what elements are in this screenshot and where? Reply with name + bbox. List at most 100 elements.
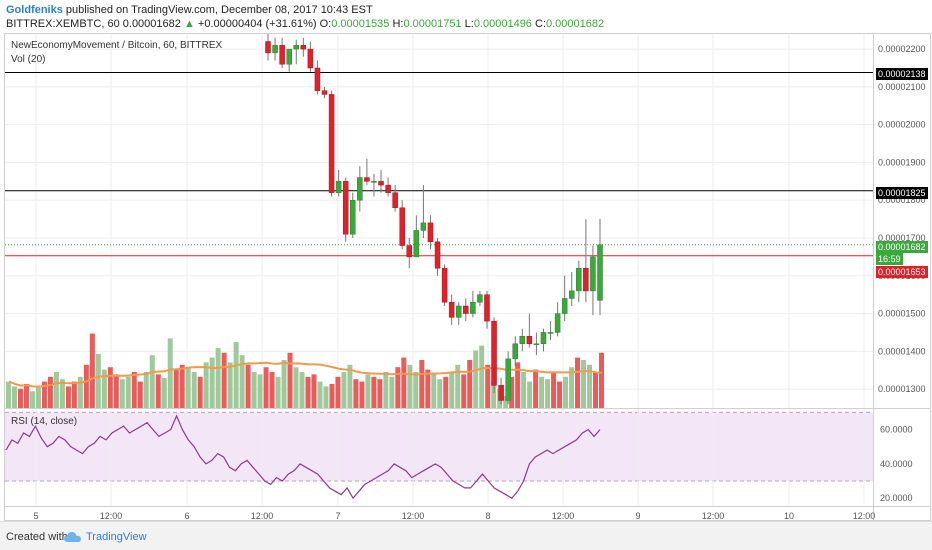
volume-bar <box>569 367 575 408</box>
candle-down <box>364 177 370 182</box>
volume-bar <box>539 376 545 408</box>
candle-down <box>265 41 271 54</box>
ohlc-line: BITTREX:XEMBTC, 60 0.00001682 ▲ +0.00000… <box>6 18 604 30</box>
chart-frame[interactable] <box>4 33 931 521</box>
tradingview-link[interactable]: TradingView <box>86 531 147 543</box>
chart-title: NewEconomyMovement / Bitcoin, 60, BITTRE… <box>11 40 223 51</box>
open-label: O: <box>319 18 332 30</box>
volume-bar <box>383 372 389 408</box>
rsi-line <box>5 414 601 500</box>
volume-bar <box>269 372 275 408</box>
volume-bar <box>521 372 527 408</box>
time-tick-label: 12:00 <box>402 511 425 521</box>
time-tick-label: 6 <box>184 511 189 521</box>
volume-bar <box>581 360 587 408</box>
pane-divider <box>4 408 931 409</box>
symbol-label: BITTREX:XEMBTC, 60 <box>6 18 120 30</box>
volume-bar <box>593 372 599 408</box>
candle-down <box>385 184 391 193</box>
candle-up <box>540 332 547 345</box>
volume-bar <box>545 379 551 408</box>
candle-up <box>561 298 568 314</box>
volume-bar <box>197 376 203 408</box>
volume-bar <box>287 352 293 408</box>
candle-down <box>307 48 314 69</box>
price-tick-label: 0.00001800 <box>878 195 926 205</box>
candle-up <box>357 177 363 201</box>
candle-up <box>413 230 420 258</box>
volume-bar <box>335 376 341 408</box>
volume-ma-line <box>8 361 603 388</box>
high-label: H: <box>392 18 404 30</box>
candle-up <box>272 45 278 54</box>
volume-bar <box>53 372 59 408</box>
volume-bar <box>179 364 185 408</box>
volume-bar <box>41 381 47 408</box>
price-tick-label: 0.00001300 <box>878 384 926 394</box>
candle-down <box>434 241 441 269</box>
volume-bar <box>473 350 479 408</box>
price-tick-label: 0.00001500 <box>878 309 926 319</box>
high-value: 0.00001751 <box>403 18 462 30</box>
candle-down <box>399 207 405 246</box>
candle-down <box>342 181 349 235</box>
volume-bar <box>431 374 437 408</box>
volume-bar <box>461 374 467 408</box>
candle-down <box>314 67 321 91</box>
volume-bar <box>341 372 347 408</box>
volume-bar <box>125 376 131 408</box>
volume-bar <box>509 376 515 408</box>
time-tick-label: 9 <box>635 511 640 521</box>
candle-up <box>350 199 356 235</box>
time-tick-label: 12:00 <box>702 511 725 521</box>
volume-bar <box>485 364 491 408</box>
created-with-label: Created with <box>6 531 68 543</box>
low-value: 0.00001496 <box>473 18 532 30</box>
time-tick-label: 12:00 <box>100 511 123 521</box>
candle-down <box>279 45 285 65</box>
volume-bar <box>317 381 323 408</box>
volume-bar <box>323 386 329 408</box>
author-link[interactable]: Goldfeniks <box>6 4 63 16</box>
volume-bar <box>173 369 179 408</box>
volume-bar <box>407 364 413 408</box>
volume-legend: Vol (20) <box>11 54 46 65</box>
volume-bar <box>491 381 497 408</box>
volume-bar <box>107 367 113 408</box>
volume-bar <box>95 354 101 408</box>
volume-bar <box>251 372 257 408</box>
volume-bar <box>161 378 167 408</box>
candle-up <box>512 343 518 360</box>
candle-down <box>583 267 589 292</box>
volume-bar <box>449 372 455 408</box>
volume-bar <box>203 362 209 408</box>
candle-up <box>371 181 377 183</box>
volume-bar <box>227 362 233 408</box>
price-tick-label: 0.00002200 <box>878 44 926 54</box>
volume-bar <box>101 369 107 408</box>
candle-up <box>547 332 554 334</box>
candle-up <box>597 244 603 301</box>
volume-bar <box>443 376 449 408</box>
volume-bar <box>215 348 221 408</box>
time-axis-divider <box>4 506 931 507</box>
candle-down <box>484 294 490 322</box>
candle-down <box>441 267 448 303</box>
candle-down <box>378 181 384 186</box>
volume-bar <box>479 345 485 408</box>
time-tick-label: 12:00 <box>552 511 575 521</box>
candle-up <box>554 313 561 333</box>
close-label: C: <box>535 18 546 30</box>
candle-down <box>448 301 455 318</box>
last-price-tag: 0.00001682 <box>876 241 928 253</box>
volume-bar <box>239 355 245 408</box>
volume-bar <box>503 396 509 408</box>
candle-up <box>568 290 575 299</box>
volume-bar <box>551 372 557 408</box>
candle-up <box>533 343 540 346</box>
volume-bar <box>89 333 95 408</box>
candle-down <box>406 245 413 258</box>
volume-bar <box>587 364 593 408</box>
volume-bar <box>155 374 161 408</box>
